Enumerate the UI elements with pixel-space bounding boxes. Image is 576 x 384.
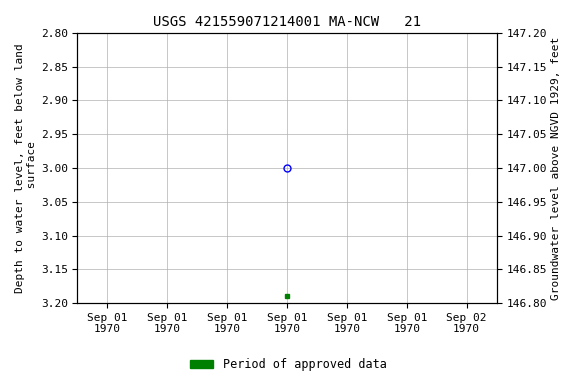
Y-axis label: Groundwater level above NGVD 1929, feet: Groundwater level above NGVD 1929, feet: [551, 36, 561, 300]
Title: USGS 421559071214001 MA-NCW   21: USGS 421559071214001 MA-NCW 21: [153, 15, 421, 29]
Legend: Period of approved data: Period of approved data: [185, 354, 391, 376]
Y-axis label: Depth to water level, feet below land
 surface: Depth to water level, feet below land su…: [15, 43, 37, 293]
